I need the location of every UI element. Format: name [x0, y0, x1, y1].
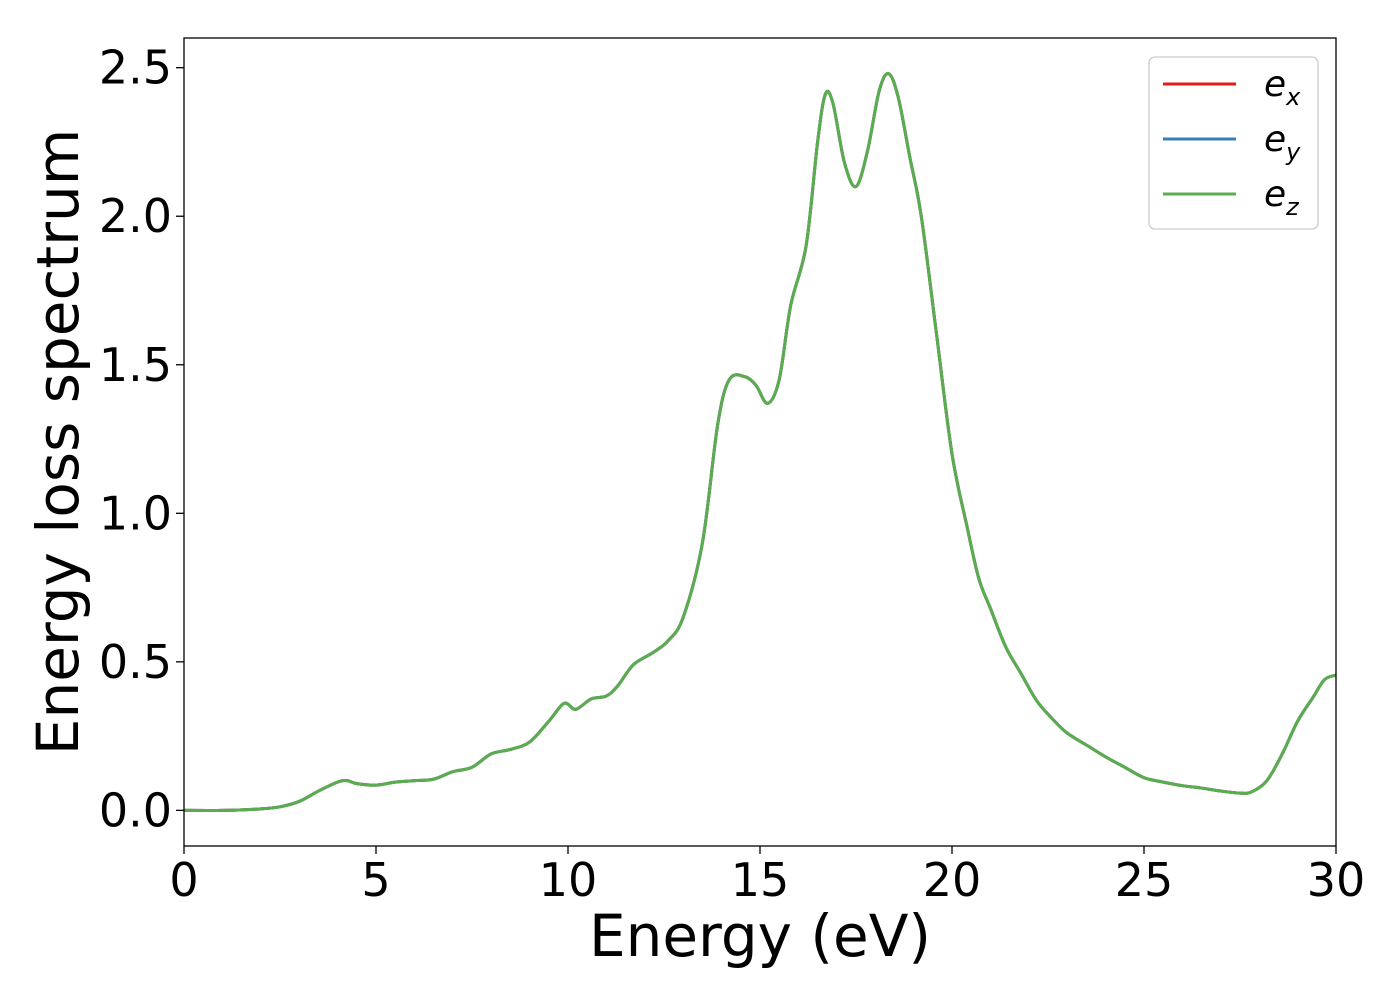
y-tick-label: 0.0 — [99, 783, 172, 837]
y-tick-label: 1.5 — [99, 338, 172, 392]
legend-label: ex — [1264, 64, 1301, 111]
x-tick-label: 25 — [1115, 853, 1174, 907]
y-tick-label: 2.0 — [99, 189, 172, 243]
x-axis: 0 5 10 15 20 25 30 — [169, 846, 1365, 907]
legend-label: ez — [1264, 174, 1300, 221]
series-line-3 — [184, 72, 1336, 812]
y-tick-label: 1.0 — [99, 486, 172, 540]
x-tick-label: 30 — [1307, 853, 1366, 907]
legend-label: ey — [1264, 119, 1301, 166]
x-tick-label: 5 — [361, 853, 390, 907]
x-tick-label: 0 — [169, 853, 198, 907]
x-tick-label: 10 — [539, 853, 598, 907]
series-layer — [184, 72, 1336, 812]
legend-box — [1148, 56, 1319, 230]
legend: ex ey ez — [1148, 56, 1319, 230]
y-axis-title: Energy loss spectrum — [24, 129, 92, 755]
y-tick-label: 0.5 — [99, 635, 172, 689]
x-tick-label: 20 — [923, 853, 982, 907]
x-tick-label: 15 — [731, 853, 790, 907]
x-axis-title: Energy (eV) — [589, 902, 931, 970]
y-axis: 0.0 0.5 1.0 1.5 2.0 2.5 — [99, 41, 184, 837]
y-tick-label: 2.5 — [99, 41, 172, 95]
